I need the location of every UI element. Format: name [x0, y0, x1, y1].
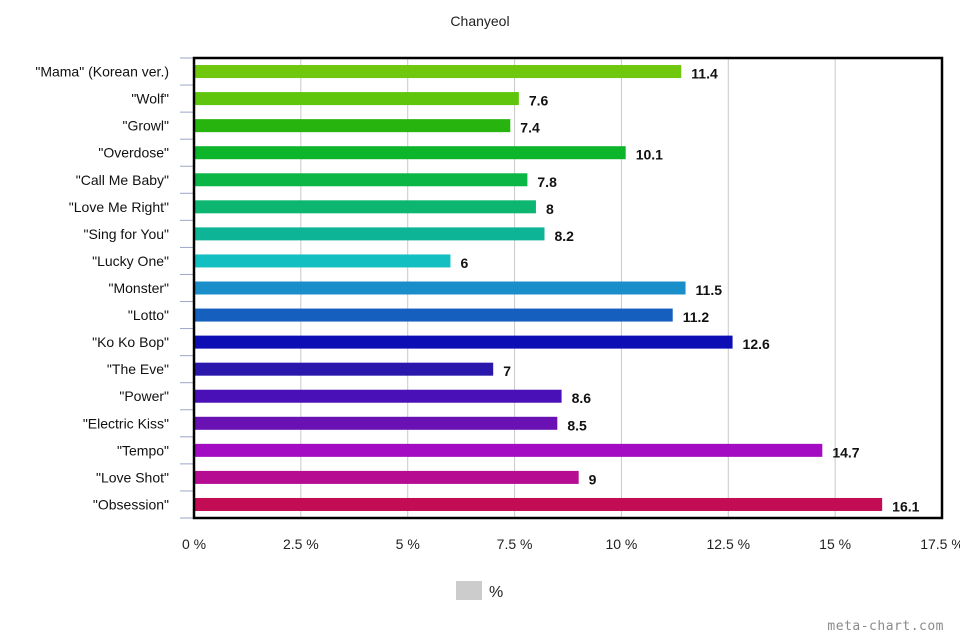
data-label: 9	[589, 471, 597, 487]
category-label: "Sing for You"	[84, 226, 169, 242]
legend[interactable]: %	[456, 581, 503, 601]
x-tick-label: 15 %	[819, 536, 851, 552]
category-label: "Power"	[119, 388, 169, 404]
x-tick-label: 2.5 %	[283, 536, 319, 552]
data-label: 8	[546, 201, 554, 217]
bar[interactable]	[194, 65, 682, 79]
category-label: "Love Shot"	[96, 469, 169, 485]
category-label: "Mama" (Korean ver.)	[35, 64, 169, 80]
data-label: 12.6	[743, 336, 770, 352]
bar[interactable]	[194, 281, 686, 295]
category-label: "Call Me Baby"	[76, 172, 169, 188]
bar[interactable]	[194, 308, 673, 322]
category-label: "Love Me Right"	[69, 199, 169, 215]
x-tick-label: 12.5 %	[706, 536, 750, 552]
category-labels: "Mama" (Korean ver.) "Wolf" "Growl" "Overdo…	[35, 64, 169, 513]
legend-label: %	[489, 584, 503, 601]
x-tick-label: 10 %	[605, 536, 637, 552]
category-label: "Ko Ko Bop"	[92, 334, 169, 350]
category-label: "Lotto"	[128, 307, 169, 323]
data-label: 7.4	[520, 120, 540, 136]
category-label: "Monster"	[108, 280, 169, 296]
category-label: "Growl"	[123, 118, 170, 134]
bar[interactable]	[194, 200, 536, 214]
bar[interactable]	[194, 416, 558, 430]
data-label: 7.6	[529, 93, 549, 109]
bar[interactable]	[194, 470, 579, 484]
x-axis-tick-labels: 0 % 2.5 % 5 % 7.5 % 10 % 12.5 % 15 % 17.5 %	[182, 536, 960, 552]
bar[interactable]	[194, 92, 519, 106]
data-label: 8.5	[567, 417, 587, 433]
data-label: 11.5	[696, 282, 723, 298]
category-label: "The Eve"	[107, 361, 169, 377]
data-label: 11.4	[691, 66, 718, 82]
bar[interactable]	[194, 335, 733, 349]
category-label: "Lucky One"	[92, 253, 169, 269]
x-tick-label: 0 %	[182, 536, 206, 552]
category-label: "Tempo"	[117, 442, 169, 458]
bar[interactable]	[194, 389, 562, 403]
gridlines	[180, 57, 836, 519]
bar[interactable]	[194, 362, 494, 376]
category-label: "Electric Kiss"	[83, 415, 169, 431]
bar[interactable]	[194, 119, 511, 133]
legend-swatch	[456, 581, 482, 600]
chart-title: Chanyeol	[450, 13, 509, 29]
category-label: "Obsession"	[93, 496, 169, 512]
bar[interactable]	[194, 173, 528, 187]
bar[interactable]	[194, 497, 883, 511]
data-label: 7	[503, 363, 511, 379]
data-label: 11.2	[683, 309, 710, 325]
data-label: 7.8	[537, 174, 557, 190]
bar[interactable]	[194, 254, 451, 268]
bars	[194, 65, 883, 511]
x-tick-label: 17.5 %	[920, 536, 960, 552]
value-labels: 11.4 7.6 7.4 10.1 7.8 88.2 6 11.5 11.2 12.6 7 8.6 8.…	[460, 66, 919, 515]
category-label: "Overdose"	[98, 145, 169, 161]
data-label: 16.1	[892, 498, 919, 514]
plot-frame	[192, 56, 944, 520]
bar[interactable]	[194, 443, 823, 457]
data-label: 10.1	[636, 147, 663, 163]
bar[interactable]	[194, 146, 626, 160]
data-label: 8.6	[572, 390, 592, 406]
data-label: 6	[460, 255, 468, 271]
watermark: meta-chart.com	[827, 619, 944, 634]
data-label: 14.7	[832, 444, 859, 460]
category-label: "Wolf"	[131, 91, 169, 107]
x-tick-label: 5 %	[396, 536, 420, 552]
x-tick-label: 7.5 %	[497, 536, 533, 552]
bar[interactable]	[194, 227, 545, 241]
data-label: 8.2	[554, 228, 574, 244]
